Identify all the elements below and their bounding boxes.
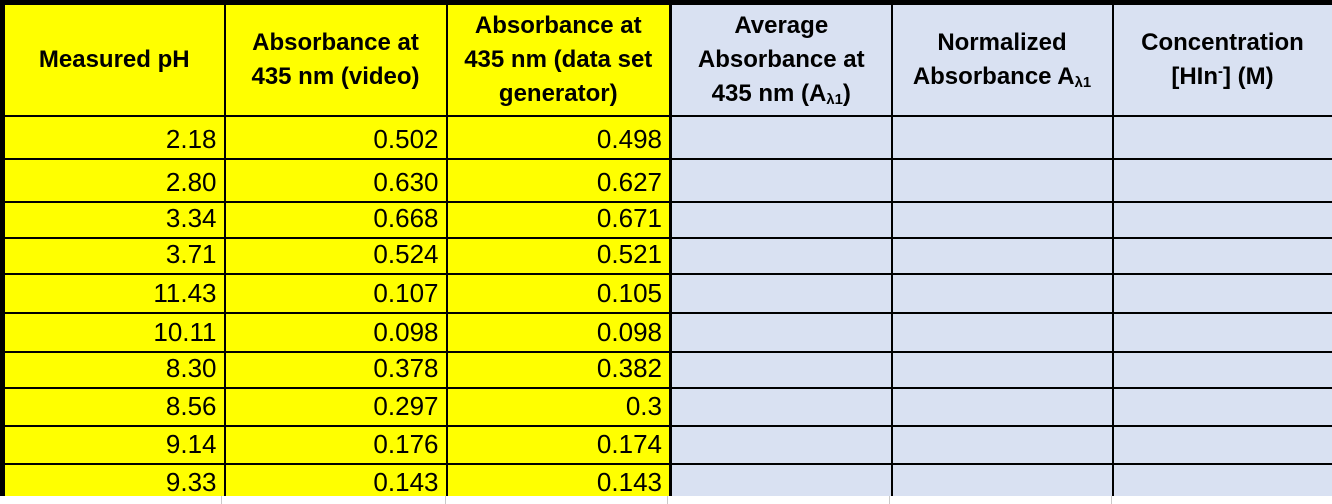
sheet-background-strip: [0, 496, 1332, 504]
cell-concentration[interactable]: [1111, 158, 1332, 204]
gridline: [889, 496, 890, 504]
cell-average-absorbance[interactable]: [669, 312, 893, 354]
header-text: Concentration [HIn: [1141, 29, 1304, 91]
cell-absorbance-video[interactable]: 0.630: [223, 158, 448, 204]
header-text: ): [842, 80, 851, 108]
cell-concentration[interactable]: [1111, 201, 1332, 240]
cell-normalized-absorbance[interactable]: [890, 273, 1114, 315]
cell-normalized-absorbance[interactable]: [890, 201, 1114, 240]
header-subscript: λ1: [1074, 75, 1092, 92]
table-row: 10.11 0.098 0.098: [1, 312, 1332, 354]
cell-normalized-absorbance[interactable]: [890, 237, 1114, 276]
cell-absorbance-video[interactable]: 0.502: [223, 115, 448, 161]
table-row: 3.34 0.668 0.671: [1, 201, 1332, 240]
header-subscript: λ1: [826, 92, 843, 109]
cell-measured-ph[interactable]: 3.71: [1, 237, 226, 276]
cell-absorbance-generator[interactable]: 0.627: [445, 158, 672, 204]
cell-average-absorbance[interactable]: [669, 351, 893, 390]
cell-absorbance-video[interactable]: 0.176: [223, 425, 448, 466]
gridline: [221, 496, 222, 504]
cell-measured-ph[interactable]: 2.80: [1, 158, 226, 204]
header-text: ] (M): [1222, 63, 1274, 91]
cell-normalized-absorbance[interactable]: [890, 312, 1114, 354]
cell-average-absorbance[interactable]: [669, 201, 893, 240]
cell-concentration[interactable]: [1111, 115, 1332, 161]
cell-measured-ph[interactable]: 3.34: [1, 201, 226, 240]
cell-absorbance-video[interactable]: 0.107: [223, 273, 448, 315]
cell-concentration[interactable]: [1111, 312, 1332, 354]
gridline: [445, 496, 446, 504]
cell-measured-ph[interactable]: 8.30: [1, 351, 226, 390]
cell-normalized-absorbance[interactable]: [890, 115, 1114, 161]
table-row: 9.14 0.176 0.174: [1, 425, 1332, 466]
cell-measured-ph[interactable]: 10.11: [1, 312, 226, 354]
cell-average-absorbance[interactable]: [669, 115, 893, 161]
cell-normalized-absorbance[interactable]: [890, 387, 1114, 428]
header-average-absorbance[interactable]: Average Absorbance at 435 nm (Aλ1): [669, 1, 893, 118]
cell-absorbance-generator[interactable]: 0.105: [445, 273, 672, 315]
header-measured-ph[interactable]: Measured pH: [1, 1, 226, 118]
cell-average-absorbance[interactable]: [669, 273, 893, 315]
header-superscript: -: [1218, 63, 1223, 80]
table-row: 2.18 0.502 0.498: [1, 115, 1332, 161]
cell-measured-ph[interactable]: 2.18: [1, 115, 226, 161]
gridline: [1111, 496, 1112, 504]
cell-concentration[interactable]: [1111, 273, 1332, 315]
header-text: Average Absorbance at 435 nm (A: [697, 12, 865, 108]
cell-average-absorbance[interactable]: [669, 237, 893, 276]
cell-absorbance-video[interactable]: 0.524: [223, 237, 448, 276]
cell-absorbance-video[interactable]: 0.098: [223, 312, 448, 354]
cell-measured-ph[interactable]: 11.43: [1, 273, 226, 315]
header-text: Absorbance at 435 nm (video): [251, 29, 420, 91]
cell-absorbance-video[interactable]: 0.378: [223, 351, 448, 390]
cell-average-absorbance[interactable]: [669, 387, 893, 428]
cell-absorbance-generator[interactable]: 0.671: [445, 201, 672, 240]
cell-absorbance-video[interactable]: 0.297: [223, 387, 448, 428]
table-row: 8.30 0.378 0.382: [1, 351, 1332, 390]
header-normalized-absorbance[interactable]: Normalized Absorbance Aλ1: [890, 1, 1114, 118]
cell-absorbance-generator[interactable]: 0.098: [445, 312, 672, 354]
table-row: 3.71 0.524 0.521: [1, 237, 1332, 276]
cell-normalized-absorbance[interactable]: [890, 425, 1114, 466]
cell-average-absorbance[interactable]: [669, 158, 893, 204]
cell-measured-ph[interactable]: 9.14: [1, 425, 226, 466]
cell-measured-ph[interactable]: 8.56: [1, 387, 226, 428]
cell-absorbance-generator[interactable]: 0.498: [445, 115, 672, 161]
header-absorbance-video[interactable]: Absorbance at 435 nm (video): [223, 1, 448, 118]
cell-absorbance-generator[interactable]: 0.174: [445, 425, 672, 466]
cell-concentration[interactable]: [1111, 425, 1332, 466]
cell-normalized-absorbance[interactable]: [890, 351, 1114, 390]
header-text: Normalized Absorbance A: [912, 29, 1075, 91]
table-row: 2.80 0.630 0.627: [1, 158, 1332, 204]
header-text: Measured pH: [38, 46, 190, 74]
header-text: Absorbance at 435 nm (data set generator…: [464, 12, 653, 108]
cell-normalized-absorbance[interactable]: [890, 158, 1114, 204]
cell-absorbance-video[interactable]: 0.668: [223, 201, 448, 240]
cell-concentration[interactable]: [1111, 351, 1332, 390]
cell-absorbance-generator[interactable]: 0.382: [445, 351, 672, 390]
cell-absorbance-generator[interactable]: 0.3: [445, 387, 672, 428]
table-row: 11.43 0.107 0.105: [1, 273, 1332, 315]
header-concentration[interactable]: Concentration [HIn-] (M): [1111, 1, 1332, 118]
header-absorbance-generator[interactable]: Absorbance at 435 nm (data set generator…: [445, 1, 672, 118]
cell-concentration[interactable]: [1111, 387, 1332, 428]
cell-average-absorbance[interactable]: [669, 425, 893, 466]
header-row: Measured pH Absorbance at 435 nm (video)…: [1, 1, 1332, 118]
gridline: [667, 496, 668, 504]
table-row: 8.56 0.297 0.3: [1, 387, 1332, 428]
cell-concentration[interactable]: [1111, 237, 1332, 276]
cell-absorbance-generator[interactable]: 0.521: [445, 237, 672, 276]
